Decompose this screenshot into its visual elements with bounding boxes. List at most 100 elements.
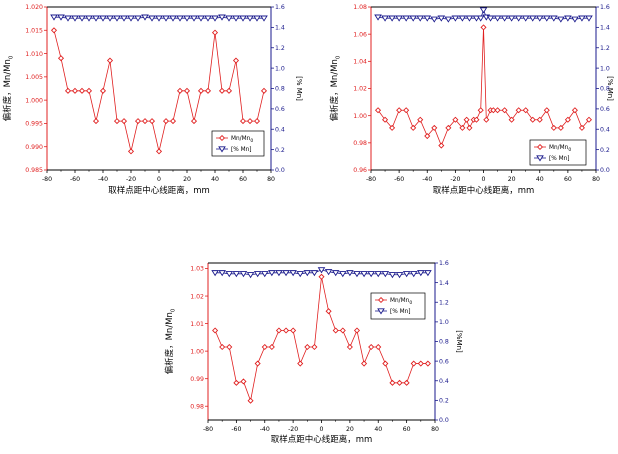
data-point	[162, 118, 170, 125]
legend-label-text: Mn/Mn	[390, 298, 410, 304]
legend-box	[211, 130, 265, 157]
data-point	[585, 15, 593, 22]
y-right-tick-label: 0.8	[275, 86, 285, 93]
y-left-title-group: 偏析度，Mn/Mn0	[329, 55, 342, 121]
x-tick-label: -40	[422, 176, 432, 183]
y-left-axis-title-text: 偏析度，Mn/Mn	[164, 312, 175, 374]
data-point	[260, 271, 269, 278]
data-point	[155, 15, 163, 22]
data-point	[155, 148, 163, 155]
legend-label: Mn/Mn0	[390, 298, 412, 306]
y-right-tick-label: 1.2	[275, 45, 285, 52]
data-point	[141, 14, 149, 21]
data-point	[528, 15, 537, 22]
data-point	[57, 14, 65, 21]
data-point	[169, 15, 177, 22]
y-right-tick-label: 0.4	[600, 126, 610, 133]
x-tick-label: 60	[239, 176, 247, 183]
y-left-tick-label: 1.00	[190, 348, 204, 355]
data-point	[388, 272, 397, 279]
y-right-tick-label: 0.0	[275, 167, 285, 174]
data-point	[71, 15, 79, 22]
x-tick-label: -80	[366, 176, 376, 183]
legend-label-subscript: 0	[250, 138, 253, 144]
data-point	[239, 271, 248, 278]
y-left-tick-label: 1.015	[25, 27, 43, 34]
data-point	[311, 343, 318, 351]
data-point	[501, 107, 508, 114]
data-point	[162, 15, 170, 22]
data-point	[417, 360, 424, 367]
data-point	[353, 271, 361, 278]
data-point	[57, 55, 65, 62]
data-point	[218, 14, 226, 21]
y-left-tick-label: 1.020	[25, 4, 43, 11]
data-point	[254, 360, 261, 367]
y-right-tick-label: 0.6	[600, 106, 610, 113]
data-point	[99, 87, 107, 94]
legend-label-text: [% Mn]	[231, 147, 252, 153]
legend-label: Mn/Mn0	[231, 136, 253, 144]
data-point	[239, 118, 247, 125]
x-tick-label: 60	[564, 176, 572, 183]
data-point	[403, 107, 410, 114]
data-point	[459, 124, 466, 131]
data-point	[395, 15, 403, 22]
data-point	[211, 29, 219, 36]
y-left-axis-title-subscript: 0	[9, 55, 15, 59]
x-tick-label: 80	[592, 176, 600, 183]
y-right-tick-label: 1.4	[600, 25, 610, 32]
x-axis-title: 取样点距中心线距离，mm	[433, 185, 535, 196]
data-point	[416, 15, 425, 22]
data-point	[417, 270, 425, 277]
data-point	[451, 15, 460, 22]
data-point	[148, 118, 156, 125]
legend-marker	[218, 146, 226, 153]
data-point	[410, 360, 417, 367]
data-point	[304, 343, 311, 351]
data-point	[233, 379, 240, 386]
x-tick-label: 0	[157, 176, 161, 183]
data-point	[395, 272, 404, 279]
y-left-tick-label: 0.99	[190, 376, 204, 383]
data-point	[260, 87, 268, 94]
data-point	[268, 270, 276, 277]
data-point	[50, 27, 58, 34]
data-point	[424, 270, 432, 277]
series-2	[211, 267, 432, 279]
y-left-axis-title-subscript: 0	[336, 55, 342, 59]
data-point	[444, 16, 453, 23]
data-point	[374, 107, 382, 114]
y-right-tick-label: 0.2	[439, 398, 449, 405]
data-point	[106, 15, 114, 22]
x-tick-label: 0	[320, 426, 324, 433]
y-right-tick-label: 0.4	[275, 126, 285, 133]
legend-marker	[377, 308, 385, 315]
data-point	[317, 267, 326, 274]
series-1	[212, 273, 431, 404]
data-point	[141, 118, 149, 125]
x-axis-title: 取样点距中心线距离，mm	[108, 185, 210, 196]
data-point	[508, 116, 515, 123]
y-right-tick-label: 1.2	[600, 45, 610, 52]
data-point	[239, 15, 247, 22]
legend-label-subscript: 0	[409, 300, 412, 306]
legend: Mn/Mn0 [% Mn]	[370, 292, 426, 320]
data-point	[240, 378, 247, 385]
data-point	[585, 116, 593, 123]
data-point	[557, 124, 564, 131]
data-point	[134, 118, 142, 125]
data-point	[197, 15, 205, 22]
data-point	[282, 327, 290, 334]
data-point	[268, 343, 275, 351]
y-right-tick-label: 1.6	[439, 260, 449, 267]
chart-panel-1: -80 -60 -40 -20 0 20 40 60 800.9850.9900.9951.00…	[2, 4, 303, 196]
data-point	[550, 15, 558, 22]
series-line	[377, 27, 590, 147]
data-point	[225, 271, 234, 278]
legend-label-text: [% Mn]	[390, 309, 411, 315]
data-point	[127, 15, 135, 22]
y-right-title-group: [%Mn]	[455, 330, 463, 353]
data-point	[260, 15, 268, 22]
